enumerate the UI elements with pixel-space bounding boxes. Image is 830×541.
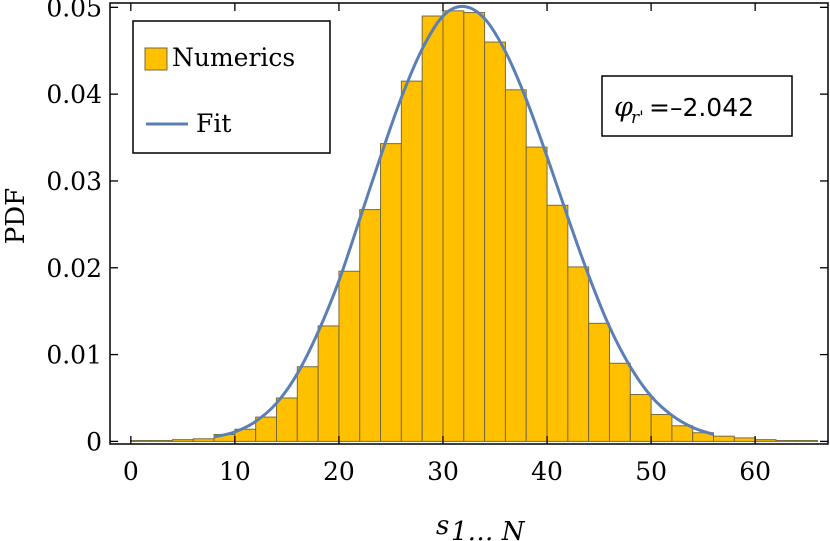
legend: Numerics Fit: [132, 20, 331, 154]
x-tick-label: 0: [123, 457, 139, 486]
histogram-bar: [671, 425, 694, 442]
annotation-frame: [601, 75, 793, 137]
histogram-bar: [317, 325, 340, 442]
histogram-bar: [588, 322, 610, 442]
histogram-bar: [546, 204, 569, 442]
x-tick-label: 40: [531, 457, 563, 486]
y-axis-ticks: 0 0.01 0.02 0.03 0.04 0.05: [46, 0, 828, 456]
annotation-symbol: φ: [614, 92, 633, 123]
x-axis-ticks: 0 10 20 30 40 50 60: [123, 3, 771, 486]
legend-box: [132, 20, 331, 154]
histogram-bar: [713, 435, 735, 442]
histogram-bar: [338, 270, 361, 442]
x-tick-label: 30: [427, 457, 459, 486]
histogram-bar: [796, 440, 819, 442]
histogram-bar: [525, 146, 548, 442]
histogram-bar: [359, 209, 382, 442]
x-axis-title: s 1… N: [436, 511, 526, 541]
legend-fit-label: Fit: [196, 109, 231, 138]
histogram-bar: [296, 366, 319, 442]
histogram-bar: [171, 439, 194, 442]
legend-numerics-label: Numerics: [172, 43, 295, 72]
histogram-bar: [629, 394, 652, 442]
x-tick-label: 60: [739, 457, 771, 486]
histogram-bar: [608, 362, 631, 442]
histogram-bar: [130, 440, 153, 442]
histogram-bar: [151, 440, 173, 442]
x-tick-label: 50: [635, 457, 667, 486]
y-tick-label: 0: [86, 427, 102, 456]
y-tick-label: 0.01: [46, 341, 102, 370]
histogram-bar: [504, 89, 527, 442]
legend-numerics-swatch: [144, 47, 168, 71]
histogram-bar: [442, 10, 465, 442]
x-axis-title-main: s: [436, 511, 449, 541]
plot-frame: [109, 2, 829, 445]
y-tick-label: 0.04: [46, 80, 102, 109]
histogram-bar: [380, 143, 402, 442]
histogram-bar: [567, 266, 590, 442]
y-axis-title: PDF: [1, 188, 31, 244]
annotation-box: φ r' =–2.042: [601, 75, 793, 137]
x-axis-title-subscript: 1… N: [451, 517, 526, 541]
y-tick-label: 0.05: [46, 0, 102, 22]
histogram-bar: [733, 437, 756, 442]
histogram-bar: [400, 80, 423, 442]
x-tick-label: 20: [323, 457, 355, 486]
histogram-bar: [463, 12, 486, 442]
histogram-bar: [484, 41, 506, 442]
y-tick-label: 0.03: [46, 167, 102, 196]
histogram-bar: [650, 413, 673, 442]
histogram-bar: [192, 438, 215, 442]
y-tick-label: 0.02: [46, 254, 102, 283]
fit-curve: [213, 4, 715, 439]
annotation-subscript: r': [631, 108, 644, 128]
histogram-bar: [754, 439, 777, 442]
histogram-bar: [275, 397, 298, 442]
histogram-bar: [421, 15, 444, 442]
histogram-bars: [130, 10, 819, 442]
annotation-value: =–2.042: [649, 93, 754, 122]
histogram-bar: [775, 440, 798, 442]
x-tick-label: 10: [219, 457, 251, 486]
